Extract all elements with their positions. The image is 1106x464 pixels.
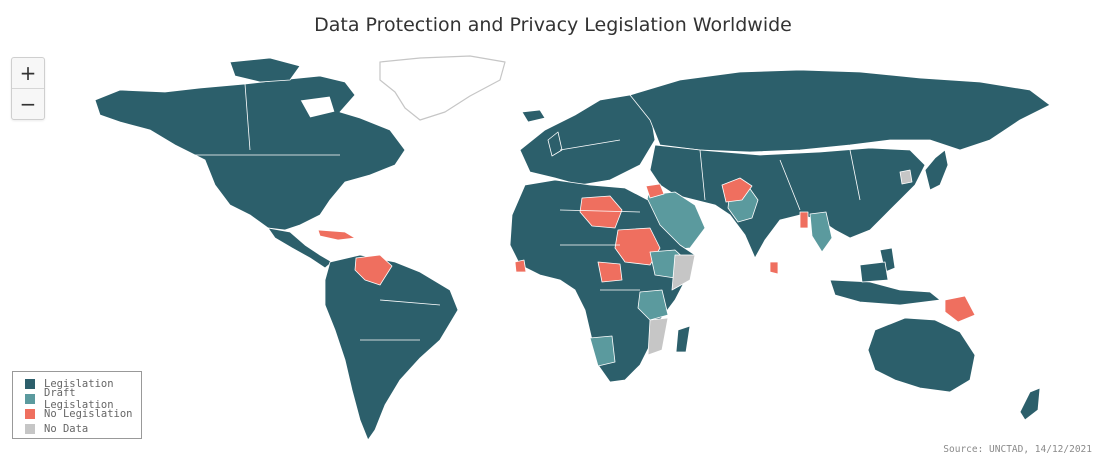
myanmar [809,211,833,253]
zoom-in-button[interactable]: + [19,61,37,85]
japan [924,149,949,191]
legend-swatch [25,423,35,434]
sierra-leone [514,259,527,273]
europe [519,94,656,186]
venezuela [354,254,393,286]
mozambique-nodata [647,317,669,356]
zoom-control: + − [11,57,45,120]
cuba [317,229,356,241]
legend-item-no-legislation[interactable]: No Legislation [13,406,141,421]
legend-label: No Data [44,422,89,435]
tanzania [637,289,669,321]
new-zealand [1019,387,1041,421]
russia [629,69,1051,153]
legend-item-legislation[interactable]: Legislation [13,376,141,391]
border-lines [160,83,861,341]
north-america [94,75,406,231]
legend-label: Legislation [44,377,114,390]
korea-nodata [899,169,913,185]
legend-swatch [25,408,35,419]
bangladesh [799,211,809,229]
source-credit: Source: UNCTAD, 14/12/2021 [943,444,1092,455]
legend-swatch [25,393,35,404]
sudan [614,227,661,266]
borneo [859,261,889,283]
greenland [379,55,506,121]
indonesia [829,279,941,306]
canada-island-2 [299,95,336,119]
madagascar [675,325,691,353]
south-america [324,254,459,441]
iceland [521,109,546,123]
central-america [267,227,333,269]
legend-item-no-data[interactable]: No Data [13,421,141,436]
syria [645,183,665,199]
afghanistan [721,177,753,203]
legend-label: Draft Legislation [44,386,114,411]
libya [579,195,623,229]
papua-new-guinea [944,295,976,323]
legend-label: No Legislation [44,407,133,420]
legend-swatch [25,378,35,389]
somalia-nodata [671,254,696,291]
australia [867,317,976,393]
canada-islands [229,57,301,83]
legend-item-draft-legislation[interactable]: Draft Legislation [13,387,141,411]
zoom-out-button[interactable]: − [12,88,44,119]
map-title: Data Protection and Privacy Legislation … [314,14,792,36]
map-legend: Legislation Draft Legislation No Legisla… [12,371,142,439]
central-african [597,261,623,283]
namibia [589,335,616,367]
sri-lanka [769,261,779,275]
